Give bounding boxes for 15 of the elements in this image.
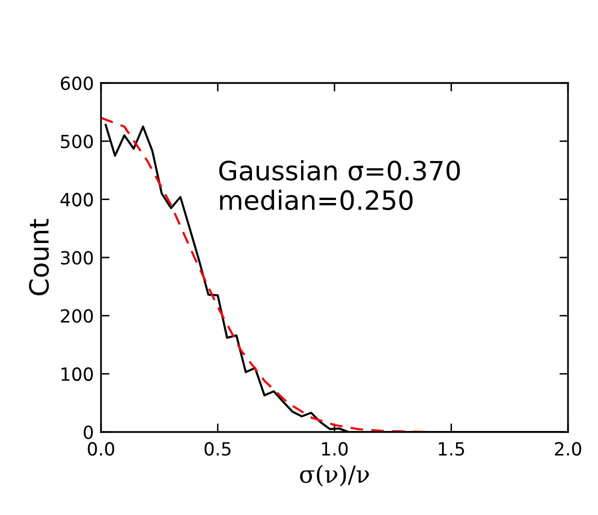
- y-tick-label: 400: [60, 192, 93, 206]
- y-tick-label: 0: [84, 425, 93, 440]
- y-tick-label: 300: [60, 250, 93, 265]
- x-tick-label: 1.5: [438, 442, 464, 456]
- annotation: Gaussian σ=0.370 median=0.250: [219, 160, 460, 210]
- y-tick-label: 600: [60, 76, 93, 90]
- x-axis-title: σ(ν)/ν: [300, 464, 369, 486]
- y-tick-label: 200: [60, 309, 93, 323]
- y-tick-label: 100: [62, 367, 93, 381]
- y-tick-label: 500: [60, 134, 93, 148]
- x-tick-label: 0.5: [204, 442, 231, 456]
- x-tick-label: 2.0: [554, 442, 582, 456]
- y-axis-title: Count: [28, 218, 49, 296]
- x-tick-label: 0.0: [88, 442, 114, 456]
- x-tick-label: 1.0: [322, 442, 348, 456]
